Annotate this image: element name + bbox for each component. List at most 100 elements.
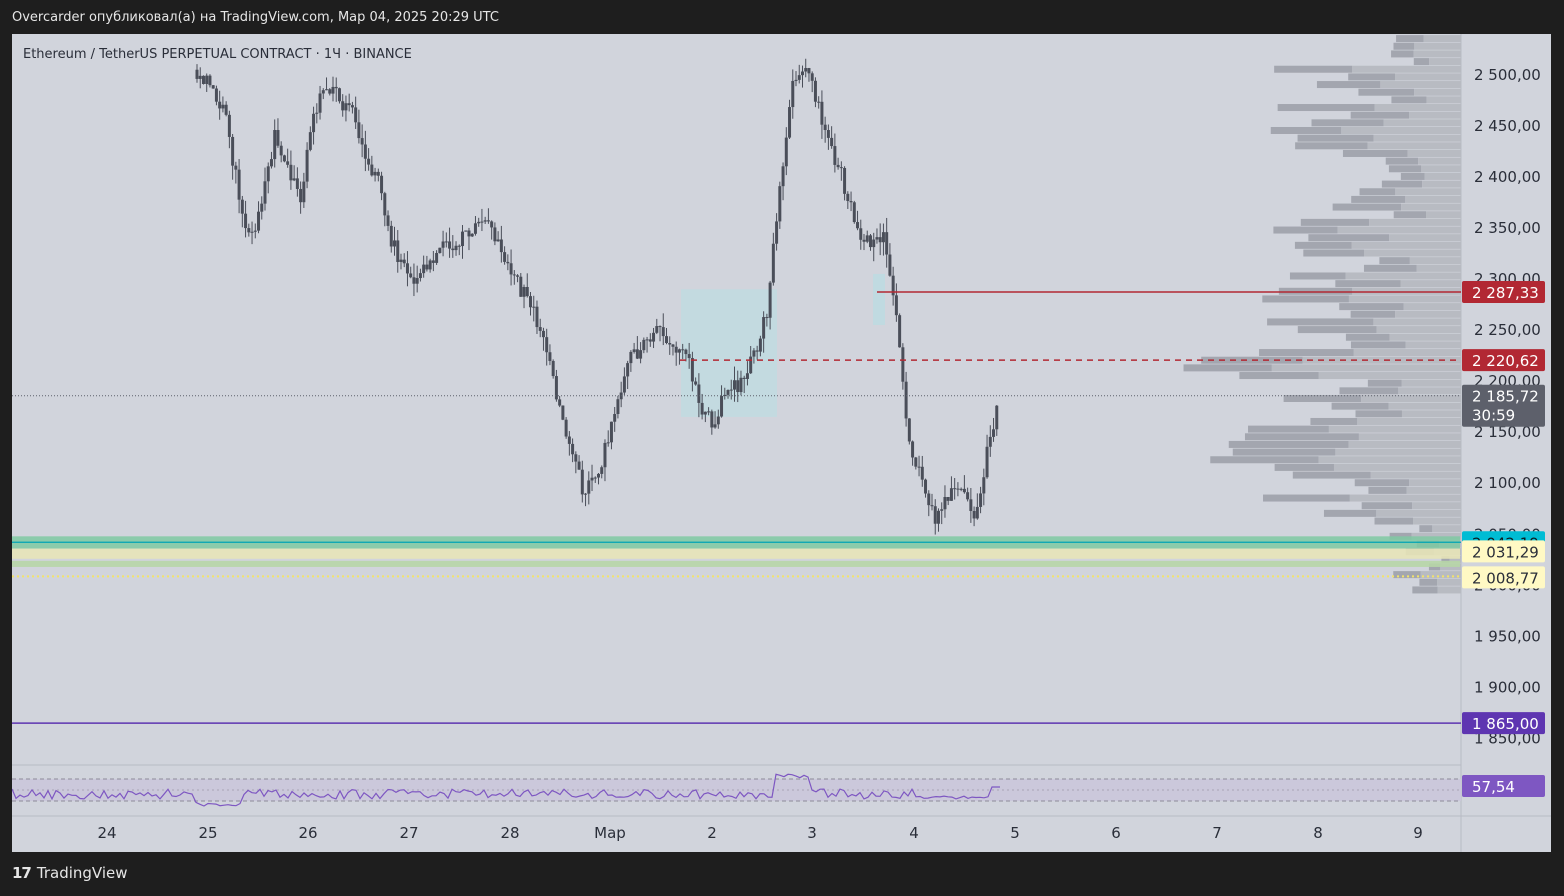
candle-body [600, 467, 604, 474]
y-tick-label: 2 150,00 [1474, 423, 1541, 441]
volume-profile-bar [1277, 104, 1375, 112]
price-label-yellow2-text: 2 008,77 [1472, 569, 1539, 587]
x-tick-label: 3 [807, 824, 817, 842]
volume-profile-bar [1328, 425, 1461, 433]
volume-profile-bar [1318, 372, 1461, 380]
volume-profile-bar [1357, 417, 1461, 425]
candle-body [357, 122, 361, 139]
candle-body [881, 232, 885, 243]
candle-body [745, 373, 749, 379]
candle-body [250, 231, 254, 233]
price-label-yellow2-bg [1462, 566, 1545, 589]
candle-body [545, 337, 549, 353]
price-chart[interactable]: 2 500,002 450,002 400,002 350,002 300,00… [12, 34, 1551, 852]
candle-body [765, 317, 769, 319]
candle-body [639, 350, 643, 359]
candle-body [574, 454, 578, 462]
candle-body [901, 347, 905, 382]
volume-profile-bar [1374, 517, 1414, 525]
candle-body [289, 164, 293, 181]
volume-profile-bar [1232, 448, 1336, 456]
candle-body [739, 377, 743, 393]
support-zone-olive [12, 560, 1460, 567]
candle-body [418, 273, 422, 279]
candle-body [911, 441, 915, 458]
volume-profile-bar [1379, 257, 1410, 265]
candle-body [768, 282, 772, 318]
volume-profile-bar [1342, 149, 1408, 157]
candle-body [885, 232, 889, 255]
candle-body [936, 510, 940, 524]
candle-body [328, 89, 332, 94]
candle-body [800, 71, 804, 76]
candle-body [493, 227, 497, 242]
candle-body [295, 178, 299, 189]
candle-body [483, 220, 487, 222]
x-tick-label: 2 [707, 824, 717, 842]
candle-body [959, 488, 963, 490]
candle-body [807, 68, 811, 74]
volume-profile-bar [1383, 119, 1461, 127]
candle-body [972, 511, 976, 519]
candle-body [810, 73, 814, 81]
volume-profile-bar [1381, 180, 1423, 188]
y-tick-label: 2 250,00 [1474, 321, 1541, 339]
candle-body [237, 169, 241, 200]
candle-body [813, 80, 817, 102]
candle-body [755, 350, 759, 352]
tradingview-logo-icon: 17 [12, 864, 32, 882]
volume-profile-bar [1341, 126, 1461, 134]
chart-area[interactable]: 2 500,00 2 450,00 2 400,00 2 350,00 2 300,00… [12, 34, 1551, 852]
candle-body [609, 421, 613, 443]
volume-profile-bar [1400, 172, 1425, 180]
candle-body [506, 261, 510, 264]
candle-body [567, 436, 571, 444]
volume-profile-bar [1376, 509, 1461, 517]
volume-profile-bar [1311, 119, 1384, 127]
candle-body [700, 402, 704, 415]
x-tick-label: Мар [594, 824, 626, 842]
candle-body [435, 252, 439, 263]
candle-body [907, 418, 911, 442]
tradingview-logo[interactable]: 17 TradingView [12, 864, 128, 882]
volume-profile-bar [1369, 218, 1461, 226]
candle-body [480, 221, 484, 223]
volume-profile-bar [1337, 226, 1461, 234]
volume-profile-bar [1289, 272, 1346, 280]
volume-profile-bar [1391, 50, 1414, 58]
volume-profile-bar [1380, 81, 1461, 89]
volume-profile-bar [1437, 578, 1461, 586]
volume-profile-bar [1367, 142, 1461, 150]
candle-body [389, 225, 393, 247]
price-label-current-text: 2 185,72 [1472, 388, 1539, 406]
candle-body [852, 202, 856, 223]
candle-body [571, 443, 575, 455]
candle-body [201, 75, 205, 84]
y-tick-label: 1 950,00 [1474, 627, 1541, 645]
candle-body [214, 88, 218, 102]
candle-body [195, 69, 199, 79]
volume-profile-bar [1323, 509, 1377, 517]
volume-profile-bar [1267, 318, 1374, 326]
candle-body [823, 124, 827, 131]
volume-profile-bar [1389, 234, 1461, 242]
candle-body [681, 349, 685, 351]
volume-profile-bar [1373, 134, 1461, 142]
candle-body [496, 239, 500, 242]
candle-body [642, 339, 646, 351]
candle-body [723, 394, 727, 397]
volume-profile-bar [1428, 563, 1441, 571]
volume-profile-bar [1302, 356, 1461, 364]
volume-profile-bar [1368, 486, 1407, 494]
candle-body [843, 167, 847, 194]
volume-profile-bar [1370, 471, 1461, 479]
candle-body [778, 186, 782, 222]
candle-body [438, 247, 442, 253]
candle-body [535, 306, 539, 328]
volume-profile-bar [1423, 35, 1461, 43]
volume-profile-bar [1210, 456, 1319, 464]
x-tick-label: 5 [1010, 824, 1020, 842]
consolidation-box-small [873, 273, 885, 325]
candle-body [716, 416, 720, 425]
y-tick-label: 2 350,00 [1474, 219, 1541, 237]
